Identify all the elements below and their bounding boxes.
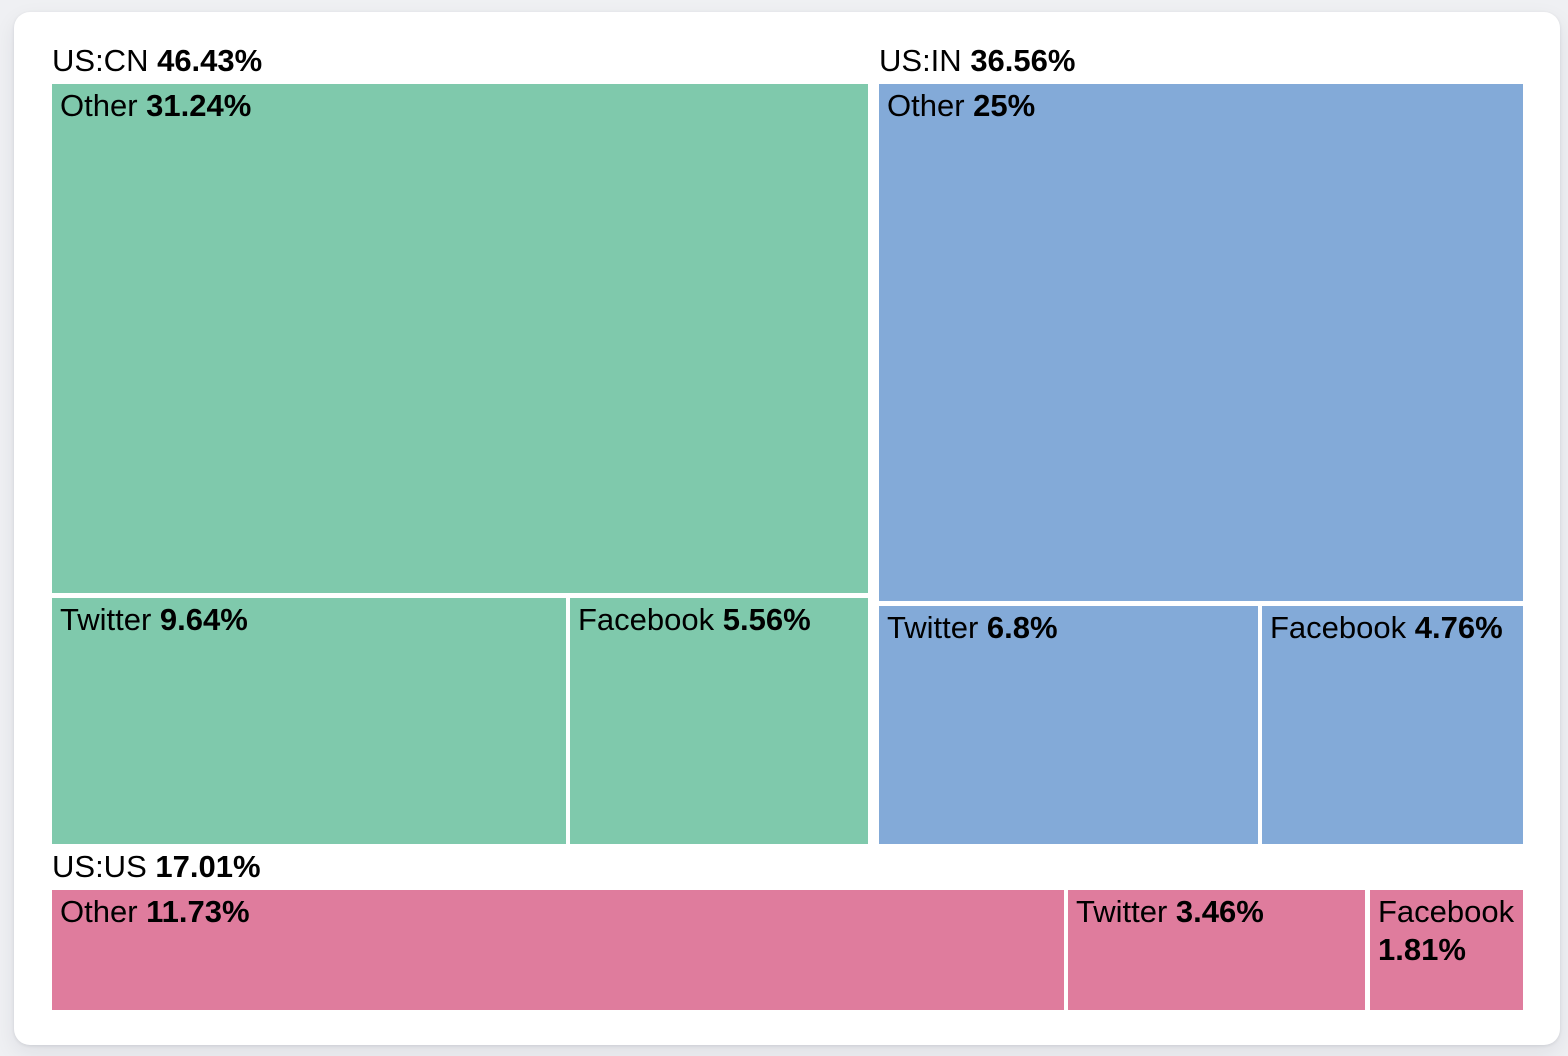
treemap-cell-us-in-twitter[interactable]: Twitter 6.8% [879,606,1258,844]
treemap-cell-us-cn-twitter[interactable]: Twitter 9.64% [52,598,566,844]
group-label: US:CN [52,43,149,78]
group-header-us-us: US:US 17.01% [52,848,261,886]
cell-value: 31.24% [146,88,252,123]
cell-label: Facebook 1.81% [1370,890,1523,969]
group-header-us-in: US:IN 36.56% [879,42,1075,80]
treemap-cell-us-us-twitter[interactable]: Twitter 3.46% [1068,890,1365,1010]
cell-value: 5.56% [722,602,811,637]
group-label: US:IN [879,43,962,78]
cell-name: Other [887,88,965,123]
cell-label: Other 25% [879,84,1523,125]
treemap-cell-us-cn-other[interactable]: Other 31.24% [52,84,868,593]
cell-name: Twitter [1076,894,1168,929]
cell-value: 9.64% [159,602,248,637]
cell-label: Other 11.73% [52,890,1064,931]
cell-name: Other [60,894,138,929]
cell-label: Facebook 5.56% [570,598,868,639]
cell-value: 3.46% [1175,894,1264,929]
treemap-card: US:CN 46.43% Other 31.24% Twitter 9.64% Fac… [14,12,1560,1045]
group-value: 17.01% [155,849,261,884]
cell-label: Facebook 4.76% [1262,606,1523,647]
treemap-cell-us-in-other[interactable]: Other 25% [879,84,1523,601]
cell-label: Other 31.24% [52,84,868,125]
group-label: US:US [52,849,147,884]
treemap-chart: US:CN 46.43% Other 31.24% Twitter 9.64% Fac… [14,12,1560,1045]
cell-name: Twitter [887,610,979,645]
cell-value: 25% [973,88,1036,123]
cell-name: Facebook [1378,894,1515,929]
cell-name: Other [60,88,138,123]
cell-label: Twitter 3.46% [1068,890,1365,931]
cell-value: 6.8% [986,610,1058,645]
group-value: 36.56% [970,43,1076,78]
cell-label: Twitter 9.64% [52,598,566,639]
cell-name: Facebook [1270,610,1407,645]
cell-value: 11.73% [146,894,250,929]
treemap-cell-us-in-facebook[interactable]: Facebook 4.76% [1262,606,1523,844]
cell-name: Facebook [578,602,715,637]
cell-value: 4.76% [1414,610,1503,645]
cell-label: Twitter 6.8% [879,606,1258,647]
treemap-cell-us-cn-facebook[interactable]: Facebook 5.56% [570,598,868,844]
treemap-cell-us-us-facebook[interactable]: Facebook 1.81% [1370,890,1523,1010]
cell-value: 1.81% [1378,932,1466,967]
group-value: 46.43% [157,43,263,78]
treemap-cell-us-us-other[interactable]: Other 11.73% [52,890,1064,1010]
group-header-us-cn: US:CN 46.43% [52,42,262,80]
cell-name: Twitter [60,602,152,637]
